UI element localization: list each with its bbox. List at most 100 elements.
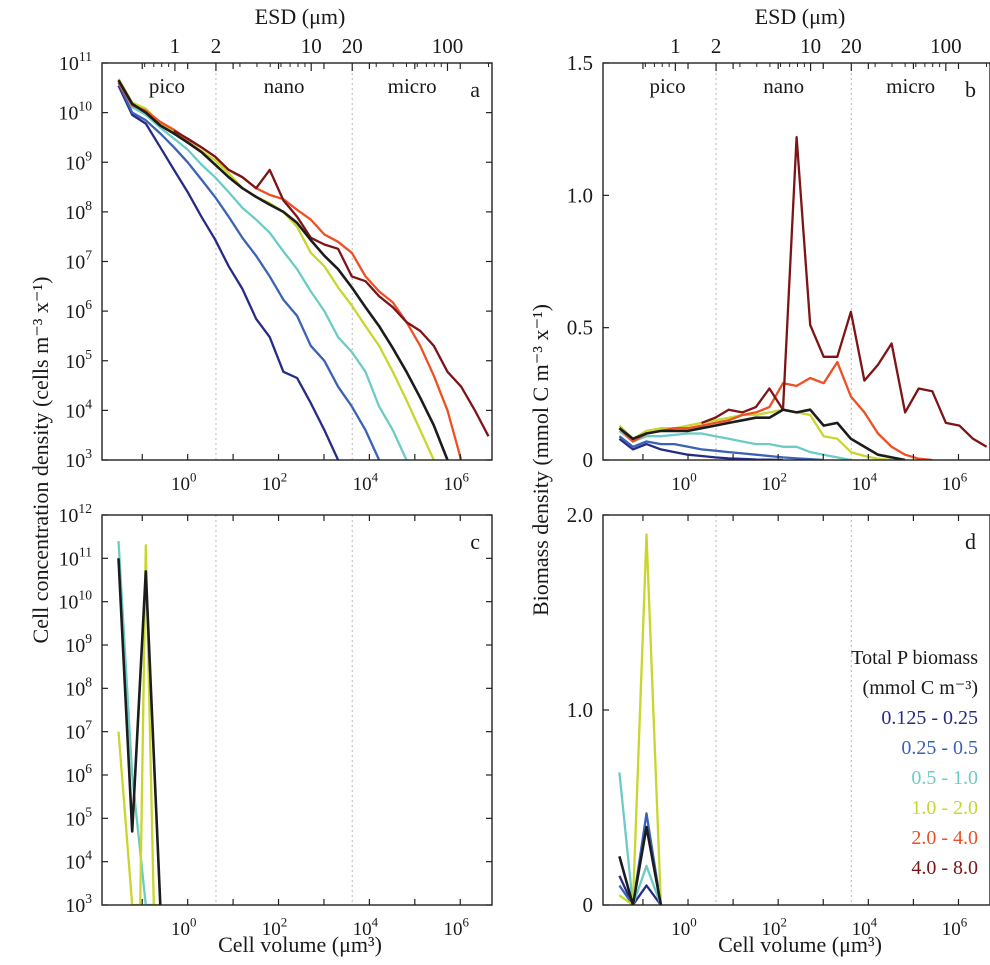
panel-c-series-line-2 <box>117 558 162 905</box>
tick-labels: 100 102 104 1061031041051061071081091010101… <box>58 34 976 940</box>
panel-b-region-pico: pico <box>649 74 685 98</box>
panel-d-series-line-4 <box>618 825 663 905</box>
panel-b-esd-label: 1 <box>670 34 681 58</box>
legend-entry-2: 0.5 - 1.0 <box>911 767 978 789</box>
x-axis-label-top-right: ESD (μm) <box>755 4 846 29</box>
x-axis-label-top-left: ESD (μm) <box>255 4 346 29</box>
panel-c-series-line-1 <box>117 544 161 905</box>
data-series <box>117 78 988 905</box>
panel-letter-b: b <box>965 77 976 102</box>
legend-entry-0: 0.125 - 0.25 <box>881 707 978 729</box>
panel-a-ytick-label: 106 <box>65 297 92 323</box>
panel-a-series-line-5 <box>173 129 490 437</box>
panel-c-xtick-label: 102 <box>262 914 287 940</box>
panel-a-ytick-label: 1011 <box>59 49 92 75</box>
panel-c-series <box>117 541 162 905</box>
panel-b-series-line-6 <box>618 408 906 460</box>
panel-b-series-line-3 <box>618 408 892 460</box>
panel-c-ytick-label: 106 <box>65 761 92 787</box>
panel-d-ytick-label: 0 <box>583 893 594 917</box>
panel-b-esd-label: 2 <box>711 34 722 58</box>
panel-a-esd-label: 1 <box>170 34 181 58</box>
panel-a-ytick-label: 108 <box>65 198 92 224</box>
y-axis-label-right: Biomass density (mmol C m⁻³ x⁻¹) <box>528 304 553 616</box>
panel-b-ytick-label: 0.5 <box>567 316 593 340</box>
panel-a-ytick-label: 104 <box>65 396 92 422</box>
panel-c-xtick-label: 100 <box>171 914 196 940</box>
panel-b-esd-label: 100 <box>930 34 962 58</box>
panel-a-series-line-2 <box>117 79 408 460</box>
panel-b-series <box>618 135 988 460</box>
panel-d-series-line-3 <box>618 533 663 905</box>
panel-d-xtick-label: 106 <box>942 914 968 940</box>
panel-b-series-line-4 <box>618 360 933 460</box>
legend-title-line1: Total P biomass <box>851 647 978 669</box>
panel-c-ytick-label: 107 <box>65 718 92 744</box>
panel-b-xtick-label: 102 <box>761 469 786 495</box>
panel-c-ytick-label: 105 <box>65 804 92 830</box>
panel-a-ytick-label: 1010 <box>58 99 92 125</box>
panel-c-ytick-label: 108 <box>65 674 92 700</box>
panel-b-ytick-label: 1.0 <box>567 183 593 207</box>
panel-d-series-line-2 <box>618 772 662 905</box>
panel-c-xtick-label: 104 <box>353 914 379 940</box>
panel-a-xtick-label: 106 <box>444 469 470 495</box>
panel-a-xtick-label: 102 <box>262 469 287 495</box>
panel-a-series-line-1 <box>117 82 381 460</box>
panel-a-series-line-3 <box>117 78 435 460</box>
legend: Total P biomass (mmol C m⁻³) 0.125 - 0.2… <box>851 647 978 879</box>
panel-a-series-line-0 <box>117 85 340 460</box>
panel-b-series-line-1 <box>618 435 824 460</box>
legend-entry-4: 2.0 - 4.0 <box>911 827 978 849</box>
panel-a-esd-label: 20 <box>342 34 363 58</box>
panel-a-xtick-label: 104 <box>353 469 379 495</box>
panel-c-ytick-label: 1011 <box>59 544 92 570</box>
panel-b-esd-label: 10 <box>800 34 821 58</box>
panel-b-series-line-2 <box>618 429 852 460</box>
panel-c-series-line-0 <box>117 541 154 905</box>
panel-a-esd-label: 10 <box>301 34 322 58</box>
panel-b-region-nano: nano <box>763 74 804 98</box>
panel-a-xtick-label: 100 <box>171 469 196 495</box>
panel-a-region-nano: nano <box>264 74 305 98</box>
panel-b-ytick-label: 0 <box>583 448 594 472</box>
panel-b-series-line-5 <box>701 135 988 448</box>
panel-c-ytick-label: 1012 <box>58 501 92 527</box>
panel-letter-c: c <box>470 529 480 554</box>
x-axis-label-bottom-right: Cell volume (μm³) <box>718 932 882 957</box>
panel-a-region-micro: micro <box>388 74 437 98</box>
legend-entry-5: 4.0 - 8.0 <box>911 857 978 879</box>
panel-a-ytick-label: 107 <box>65 248 92 274</box>
panel-c-frame <box>101 514 493 906</box>
panel-c-ytick-label: 109 <box>65 631 92 657</box>
panel-a-series-line-6 <box>117 79 449 460</box>
panel-c-ytick-label: 103 <box>65 891 92 917</box>
panel-d-xtick-label: 102 <box>761 914 786 940</box>
y-axis-label-left: Cell concentration density (cells m⁻³ x⁻… <box>28 277 53 644</box>
panel-a-esd-label: 2 <box>211 34 222 58</box>
panel-b-region-micro: micro <box>886 74 935 98</box>
legend-title-line2: (mmol C m⁻³) <box>863 677 978 699</box>
panel-b-xtick-label: 106 <box>942 469 968 495</box>
panel-a-region-pico: pico <box>149 74 185 98</box>
panel-a-series-line-4 <box>117 82 463 460</box>
panel-b-ytick-label: 1.5 <box>567 51 593 75</box>
panel-d-xtick-label: 104 <box>852 914 878 940</box>
panel-b-xtick-label: 104 <box>852 469 878 495</box>
panel-a-ytick-label: 105 <box>65 347 92 373</box>
panel-c-ytick-label: 104 <box>65 848 92 874</box>
panel-c-ytick-label: 1010 <box>58 588 92 614</box>
panel-letter-d: d <box>965 529 976 554</box>
panel-letter-a: a <box>470 77 480 102</box>
panel-b-esd-label: 20 <box>841 34 862 58</box>
legend-entry-1: 0.25 - 0.5 <box>901 737 978 759</box>
panel-a-ytick-label: 103 <box>65 446 92 472</box>
panel-b-xtick-label: 100 <box>671 469 696 495</box>
panel-d-ytick-label: 1.0 <box>567 698 593 722</box>
panel-d-ytick-label: 2.0 <box>567 503 593 527</box>
region-divider-lines <box>215 63 852 905</box>
panel-b-frame <box>602 62 990 461</box>
panel-c-xtick-label: 106 <box>444 914 470 940</box>
panel-a-ytick-label: 109 <box>65 148 92 174</box>
